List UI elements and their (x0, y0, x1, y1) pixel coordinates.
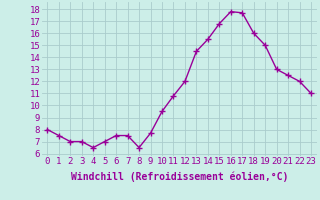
X-axis label: Windchill (Refroidissement éolien,°C): Windchill (Refroidissement éolien,°C) (70, 172, 288, 182)
